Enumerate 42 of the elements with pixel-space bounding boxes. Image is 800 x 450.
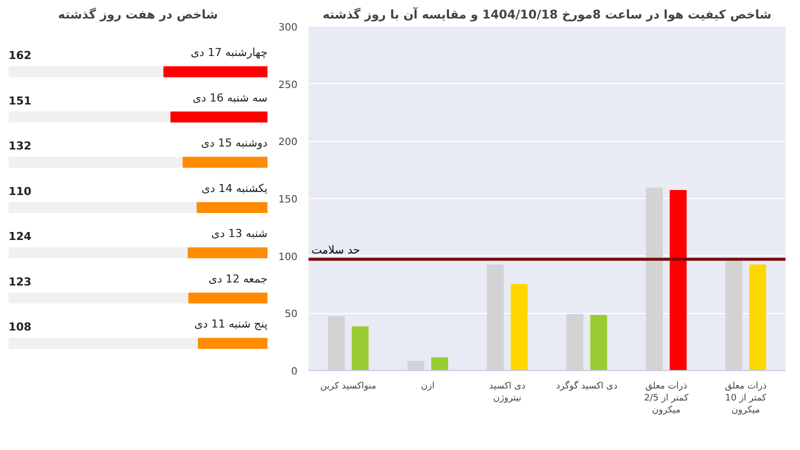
bar (590, 314, 608, 370)
bar (407, 360, 424, 370)
bar (566, 314, 584, 370)
bar (510, 284, 528, 370)
bar (749, 264, 766, 370)
category-label: پنج شنبه 11 دی (194, 318, 268, 331)
data-label: 132 (8, 140, 32, 153)
y-tick-label: 200 (278, 137, 298, 148)
y-tick-label: 0 (291, 366, 298, 378)
bar (646, 188, 663, 370)
bar (725, 260, 742, 370)
x-tick-label: منواکسید کربن (320, 382, 376, 392)
data-label: 151 (8, 94, 32, 108)
category-label: شنبه 13 دی (211, 227, 268, 240)
data-label: 162 (8, 49, 32, 62)
data-label: 110 (8, 184, 32, 198)
x-tick-label: ذرات معلق کمتر از 10 میکرون (724, 382, 768, 416)
x-tick-label: دی اکسید نیتروژن (489, 382, 526, 404)
y-tick-label: 250 (278, 80, 298, 91)
x-tick-label: دی اکسید گوگرد (556, 380, 618, 392)
x-tick-label: ازن (421, 382, 434, 392)
category-label: دوشنبه 15 دی (201, 136, 268, 150)
ref-line-label: حد سلامت (312, 243, 360, 256)
category-label: جمعه 12 دی (208, 272, 268, 286)
category-label: چهارشنبه 17 دی (190, 46, 268, 60)
data-label: 124 (8, 230, 32, 244)
category-label: سه شنبه 16 دی (192, 91, 268, 104)
y-tick-label: 50 (284, 309, 298, 320)
bar (486, 264, 504, 370)
data-label: 108 (8, 320, 32, 334)
data-label: 123 (8, 275, 32, 288)
chart-title: شاخص کیفیت هوا در ساعت 8مورخ 1404/10/18 و مقایسه آن با روز گذشته (322, 6, 772, 22)
y-tick-label: 100 (278, 252, 298, 263)
chart-title: شاخص در هفت روز گذشته (58, 8, 218, 22)
y-tick-label: 300 (278, 22, 298, 34)
category-label: یکشنبه 14 دی (202, 182, 268, 195)
y-tick-label: 150 (278, 194, 298, 206)
bar (328, 316, 345, 370)
bar (670, 190, 687, 370)
bar (431, 357, 448, 370)
x-tick-label: ذرات معلق کمتر از 2/5 میکرون (644, 382, 690, 416)
bar (352, 326, 369, 370)
